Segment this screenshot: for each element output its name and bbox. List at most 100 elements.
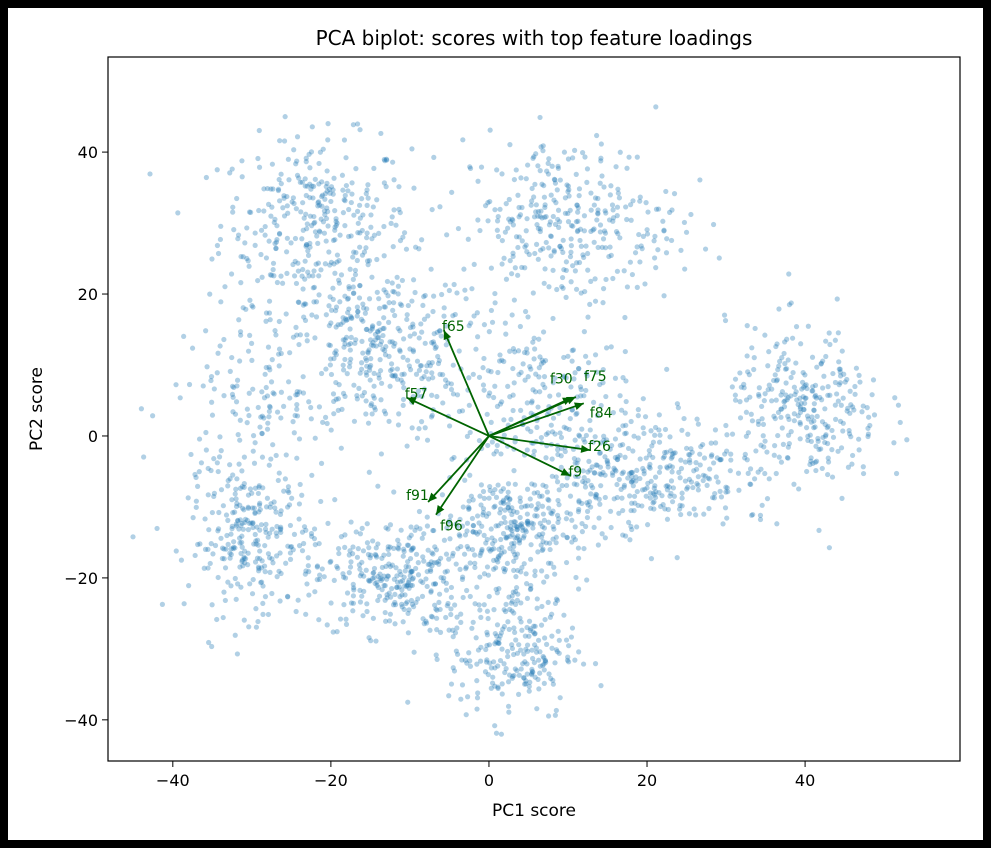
score-point [546, 505, 552, 511]
score-point [215, 468, 221, 475]
score-point [640, 396, 646, 402]
score-point [309, 533, 315, 539]
score-point [594, 412, 601, 419]
score-point [485, 615, 491, 622]
score-point [305, 269, 311, 275]
score-point [257, 556, 263, 562]
score-point [491, 659, 497, 665]
score-point [234, 476, 240, 482]
score-point [446, 287, 452, 294]
score-point [803, 425, 810, 431]
score-point [399, 601, 405, 607]
score-point [607, 446, 613, 452]
score-point [202, 516, 208, 522]
score-point [377, 342, 384, 348]
score-point [239, 558, 245, 565]
score-point [316, 540, 322, 547]
score-point [539, 568, 545, 574]
score-point [219, 555, 225, 562]
score-point [822, 421, 828, 428]
score-point [530, 669, 536, 675]
score-point [377, 357, 383, 363]
score-point [610, 207, 616, 213]
score-point [410, 324, 416, 330]
score-point [320, 219, 327, 225]
score-point [250, 304, 256, 310]
score-point [608, 524, 614, 531]
score-point [610, 275, 616, 282]
score-point [629, 526, 635, 533]
score-point [328, 356, 334, 362]
score-point [382, 597, 388, 603]
score-point [465, 236, 471, 242]
score-point [755, 469, 761, 475]
score-point [519, 264, 525, 271]
score-point [637, 194, 643, 200]
score-point [237, 329, 244, 335]
score-point [585, 469, 591, 475]
score-point [409, 568, 415, 575]
score-point [386, 551, 392, 558]
score-point [409, 146, 415, 152]
score-point [364, 326, 370, 332]
score-point [511, 519, 517, 525]
score-point [773, 378, 780, 384]
score-point [663, 250, 670, 256]
score-point [458, 696, 464, 702]
score-point [712, 490, 718, 497]
score-point [708, 440, 714, 446]
score-point [496, 546, 502, 552]
score-point [302, 276, 308, 282]
score-point [359, 559, 365, 565]
score-point [352, 272, 359, 278]
score-point [447, 536, 453, 542]
score-point [502, 229, 508, 235]
score-point [512, 265, 518, 271]
score-point [259, 454, 266, 460]
score-point [203, 328, 209, 334]
score-point [287, 550, 294, 556]
score-point [619, 470, 625, 477]
score-point [493, 557, 500, 563]
score-point [685, 431, 691, 437]
score-point [400, 234, 406, 240]
score-point [323, 238, 329, 244]
score-point [582, 439, 588, 445]
score-point [401, 385, 407, 391]
score-point [525, 426, 531, 432]
score-point [472, 529, 479, 535]
score-point [524, 486, 531, 492]
score-point [347, 266, 353, 272]
score-point [481, 355, 487, 362]
score-point [554, 597, 561, 603]
score-point [822, 406, 828, 412]
score-point [830, 370, 836, 377]
score-point [529, 198, 535, 204]
score-point [266, 298, 273, 304]
score-point [436, 558, 442, 564]
score-point [596, 450, 603, 456]
score-point [333, 218, 339, 225]
score-point [443, 323, 449, 329]
score-point [516, 642, 522, 648]
score-point [379, 555, 385, 561]
score-point [393, 565, 399, 571]
score-point [360, 212, 366, 218]
score-point [525, 314, 531, 320]
score-point [541, 182, 547, 189]
score-point [595, 210, 601, 216]
score-point [514, 524, 521, 530]
score-point [502, 566, 508, 573]
score-point [249, 591, 256, 597]
score-point [340, 571, 346, 577]
score-point [409, 425, 415, 431]
score-point [608, 183, 614, 189]
score-point [318, 267, 324, 273]
score-point [470, 497, 476, 503]
score-point [572, 473, 579, 479]
score-point [592, 434, 598, 440]
score-point [531, 335, 537, 341]
score-point [622, 430, 628, 437]
score-point [328, 198, 334, 205]
score-point [618, 407, 625, 413]
